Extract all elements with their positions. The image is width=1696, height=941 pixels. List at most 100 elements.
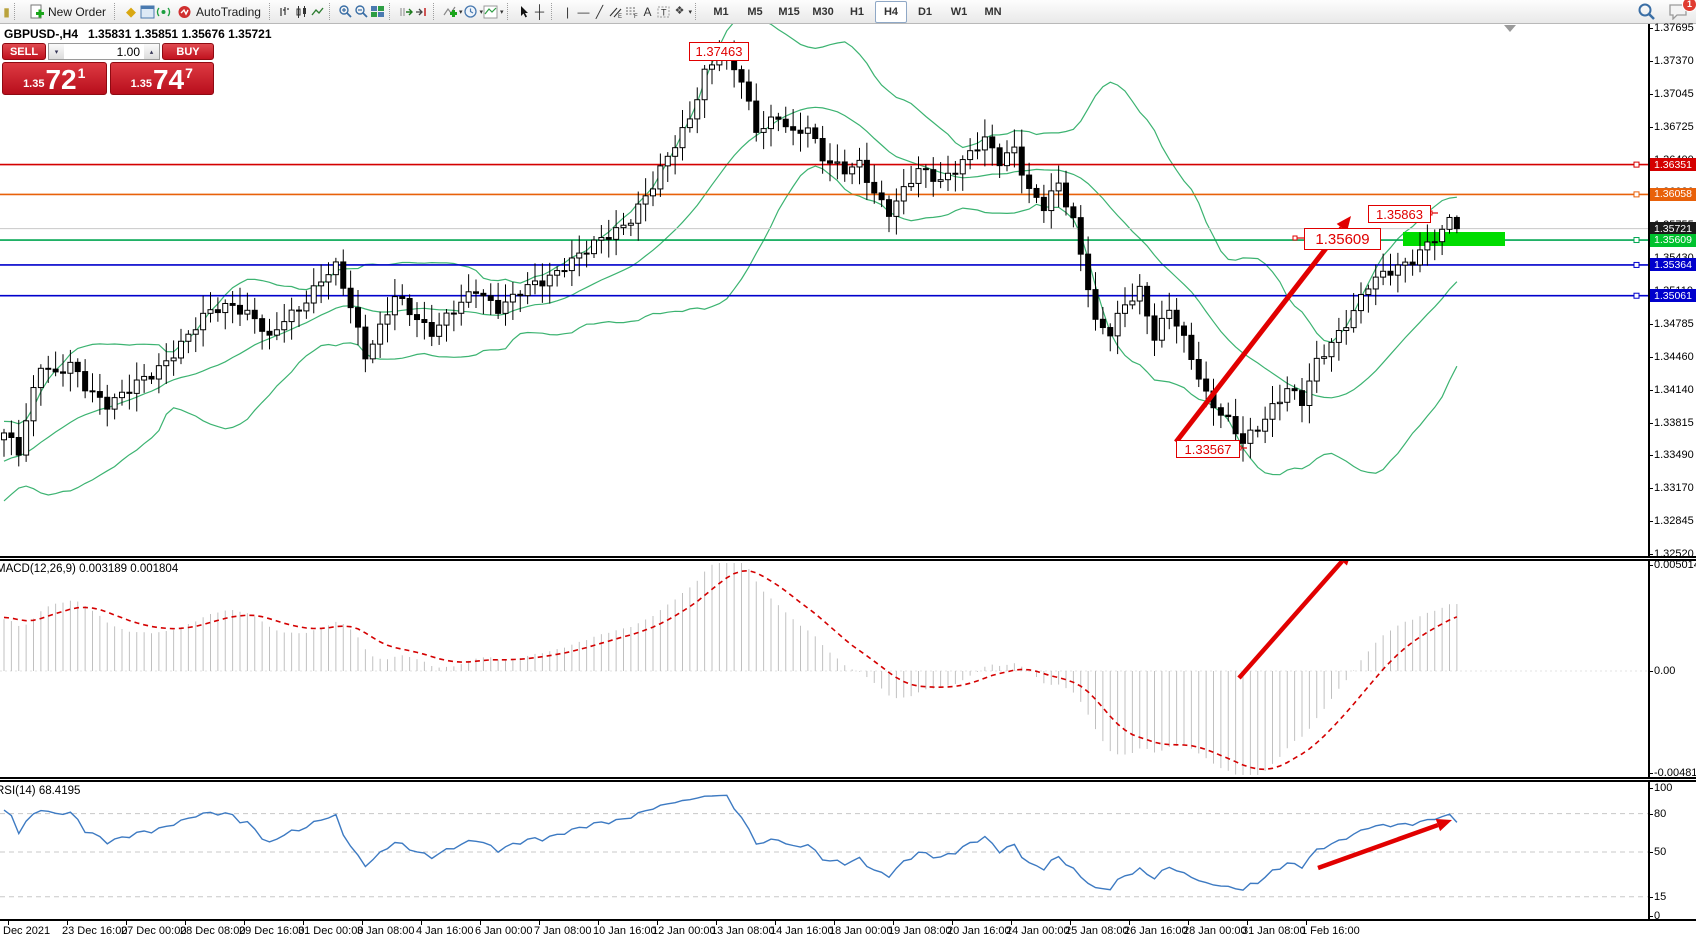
time-axis-label[interactable]: 12 Jan 00:00 <box>652 925 716 937</box>
volume-decrease-button[interactable]: ▾ <box>49 44 64 59</box>
price-axis-label: 1.33815 <box>1654 416 1694 429</box>
timeframe-button-h1[interactable]: H1 <box>849 5 865 18</box>
price-callout[interactable]: 1.35863 <box>1368 205 1431 223</box>
time-axis-label[interactable]: 28 Dec 08:00 <box>180 925 246 937</box>
candle-body <box>355 307 361 328</box>
indicators-icon[interactable] <box>442 4 458 20</box>
candle-body <box>89 390 96 393</box>
timeframe-button-m30[interactable]: M30 <box>812 5 834 18</box>
candle-body <box>347 287 354 309</box>
timeframe-button-mn[interactable]: MN <box>984 5 1002 18</box>
time-axis-label[interactable]: 29 Dec 16:00 <box>239 925 305 937</box>
notifications-icon[interactable]: 1 <box>1666 0 1696 21</box>
timeframe-button-m5[interactable]: M5 <box>747 5 763 18</box>
terminal-icon[interactable] <box>139 4 155 20</box>
time-axis-label[interactable]: 14 Jan 16:00 <box>770 925 834 937</box>
time-axis-label[interactable]: 26 Jan 16:00 <box>1124 925 1188 937</box>
price-callout[interactable]: 1.35609 <box>1304 228 1381 250</box>
time-axis-label[interactable]: 18 Jan 00:00 <box>829 925 893 937</box>
periods-icon[interactable] <box>462 4 478 20</box>
timeframe-button-d1[interactable]: D1 <box>917 5 933 18</box>
signal-icon[interactable] <box>155 4 171 20</box>
time-axis-label[interactable]: 24 Jan 00:00 <box>1006 925 1070 937</box>
market-watch-icon[interactable]: ◆ <box>126 4 137 19</box>
time-axis-label[interactable]: 10 Jan 16:00 <box>593 925 657 937</box>
shapes-dropdown-arrow[interactable]: ▾ <box>688 8 693 16</box>
fibonacci-tool-icon[interactable]: F <box>624 4 640 20</box>
text-tool-icon[interactable]: A <box>643 4 652 19</box>
buy-price-box[interactable]: 1.35 74 7 <box>109 62 214 95</box>
volume-value[interactable]: 1.00 <box>116 45 140 59</box>
line-chart-mode-icon[interactable] <box>310 4 326 20</box>
pane-separator[interactable] <box>0 556 1696 561</box>
time-axis-label[interactable]: 31 Dec 00:00 <box>298 925 364 937</box>
time-axis-label[interactable]: 28 Jan 00:00 <box>1183 925 1247 937</box>
time-axis-label[interactable]: Dec 2021 <box>3 925 51 937</box>
time-axis-label[interactable]: 31 Jan 08:00 <box>1242 925 1306 937</box>
channel-tool-icon[interactable]: E <box>608 4 624 20</box>
candle-body <box>760 128 767 133</box>
price-callout[interactable]: 1.33567 <box>1176 440 1240 458</box>
candle-body <box>694 99 701 120</box>
svg-text:E: E <box>618 14 622 19</box>
zoom-out-icon[interactable] <box>354 4 370 20</box>
time-axis-label[interactable]: 23 Dec 16:00 <box>62 925 128 937</box>
cursor-icon[interactable] <box>516 4 532 20</box>
templates-icon[interactable] <box>483 4 499 20</box>
buy-button[interactable]: BUY <box>162 43 214 60</box>
crosshair-icon[interactable]: ┼ <box>534 4 545 19</box>
time-axis-label[interactable]: 6 Jan 00:00 <box>475 925 533 937</box>
volume-increase-button[interactable]: ▴ <box>144 44 159 59</box>
horizontal-line-tool-icon[interactable]: — <box>577 4 590 19</box>
chart-shift-marker[interactable] <box>1504 25 1516 32</box>
price-axis-label: 1.36725 <box>1654 120 1694 133</box>
time-axis-label[interactable]: 13 Jan 08:00 <box>711 925 775 937</box>
autoscroll-icon[interactable] <box>398 4 414 20</box>
search-icon[interactable] <box>1636 1 1656 21</box>
pane-separator[interactable] <box>0 777 1696 782</box>
sell-button[interactable]: SELL <box>2 43 46 60</box>
bar-chart-mode-icon[interactable] <box>278 4 294 20</box>
time-axis-label[interactable]: 7 Jan 08:00 <box>534 925 592 937</box>
price-axis-tick <box>1648 28 1653 29</box>
vertical-line-tool-icon[interactable]: | <box>565 4 570 19</box>
candle-body <box>650 188 656 197</box>
candle-body <box>200 312 207 331</box>
candle-body <box>281 321 288 331</box>
time-axis-label[interactable]: 1 Feb 16:00 <box>1301 925 1360 937</box>
sell-price-box[interactable]: 1.35 72 1 <box>2 62 107 95</box>
timeframe-button-w1[interactable]: W1 <box>950 5 968 18</box>
chart-shift-icon[interactable] <box>414 4 430 20</box>
zoom-in-icon[interactable] <box>338 4 354 20</box>
price-badge: 1.35364 <box>1650 258 1696 272</box>
macd-signal-line <box>3 569 1458 771</box>
price-callout[interactable]: 1.37463 <box>689 42 749 61</box>
timeframe-button-h4[interactable]: H4 <box>875 0 908 23</box>
time-axis-label[interactable]: 25 Jan 08:00 <box>1065 925 1129 937</box>
label-tool-icon[interactable]: T <box>656 4 672 20</box>
notification-count-badge: 1 <box>1682 0 1696 12</box>
rsi-pane[interactable] <box>0 782 1696 919</box>
tile-windows-icon[interactable] <box>370 4 386 20</box>
periods-dropdown-arrow[interactable]: ▾ <box>479 8 483 16</box>
price-pane[interactable] <box>0 24 1696 556</box>
time-axis-label[interactable]: 27 Dec 00:00 <box>121 925 187 937</box>
price-axis-tick <box>1648 126 1653 128</box>
shapes-tool-icon[interactable]: ❖ <box>674 5 685 17</box>
time-axis-label[interactable]: 3 Jan 08:00 <box>357 925 415 937</box>
timeframe-button-m15[interactable]: M15 <box>778 5 800 18</box>
time-axis-label[interactable]: 4 Jan 16:00 <box>416 925 474 937</box>
rsi-axis-label: 15 <box>1654 890 1667 903</box>
new-order-button[interactable]: New Order <box>23 2 111 22</box>
time-axis-label[interactable]: 20 Jan 16:00 <box>947 925 1011 937</box>
time-axis-label[interactable]: 19 Jan 08:00 <box>888 925 952 937</box>
macd-pane[interactable] <box>0 561 1696 777</box>
price-axis-tick <box>1648 389 1653 391</box>
candlestick-mode-icon[interactable] <box>294 4 310 20</box>
indicators-dropdown-arrow[interactable]: ▾ <box>458 8 463 16</box>
autotrading-button[interactable]: AutoTrading <box>171 2 266 22</box>
timeframe-button-m1[interactable]: M1 <box>713 5 729 18</box>
trendline-tool-icon[interactable]: ╱ <box>595 4 604 19</box>
templates-dropdown-arrow[interactable]: ▾ <box>499 8 504 16</box>
price-axis-tick <box>1648 93 1653 95</box>
